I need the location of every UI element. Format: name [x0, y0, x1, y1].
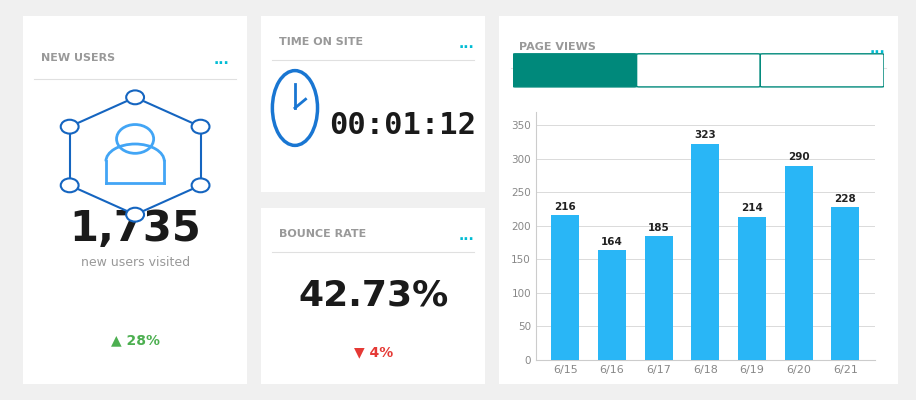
Text: ▼ 4%: ▼ 4% [354, 345, 393, 359]
Text: 290: 290 [788, 152, 810, 162]
Circle shape [60, 178, 79, 192]
Circle shape [272, 70, 318, 146]
Bar [785, 166, 812, 360]
Circle shape [60, 120, 79, 134]
Circle shape [191, 120, 210, 134]
FancyBboxPatch shape [496, 12, 901, 388]
FancyBboxPatch shape [259, 14, 487, 194]
Bar [692, 144, 719, 360]
Text: ...: ... [459, 229, 474, 243]
Text: 00:01:12: 00:01:12 [329, 111, 476, 140]
Text: TIME ON SITE: TIME ON SITE [279, 37, 363, 47]
Text: ...: ... [459, 37, 474, 51]
Bar [738, 216, 766, 360]
Bar [598, 250, 626, 360]
Text: BOUNCE RATE: BOUNCE RATE [279, 229, 366, 239]
Text: 216: 216 [554, 202, 576, 212]
Text: ...: ... [870, 42, 886, 56]
Circle shape [126, 208, 144, 222]
Text: 185: 185 [648, 223, 670, 233]
FancyBboxPatch shape [513, 54, 637, 87]
Text: Last 7 days: Last 7 days [541, 64, 608, 74]
Circle shape [191, 178, 210, 192]
Circle shape [126, 90, 144, 104]
Text: new users visited: new users visited [81, 256, 190, 269]
FancyBboxPatch shape [259, 206, 487, 386]
FancyBboxPatch shape [21, 12, 249, 388]
FancyBboxPatch shape [637, 54, 760, 87]
Bar [645, 236, 672, 360]
Text: ...: ... [213, 53, 229, 67]
Text: Last 14 days: Last 14 days [661, 64, 736, 74]
Circle shape [116, 124, 154, 153]
Bar [832, 207, 859, 360]
Text: 228: 228 [834, 194, 856, 204]
Text: 214: 214 [741, 203, 763, 213]
Text: NEW USERS: NEW USERS [41, 53, 115, 63]
Text: PAGE VIEWS: PAGE VIEWS [519, 42, 596, 52]
Text: 42.73%: 42.73% [298, 279, 449, 313]
Bar [551, 215, 579, 360]
FancyBboxPatch shape [760, 54, 884, 87]
Text: 323: 323 [694, 130, 716, 140]
Text: 164: 164 [601, 237, 623, 247]
Text: Last 30 days: Last 30 days [785, 64, 859, 74]
Text: ▲ 28%: ▲ 28% [111, 333, 159, 347]
Text: 1,735: 1,735 [70, 208, 201, 250]
